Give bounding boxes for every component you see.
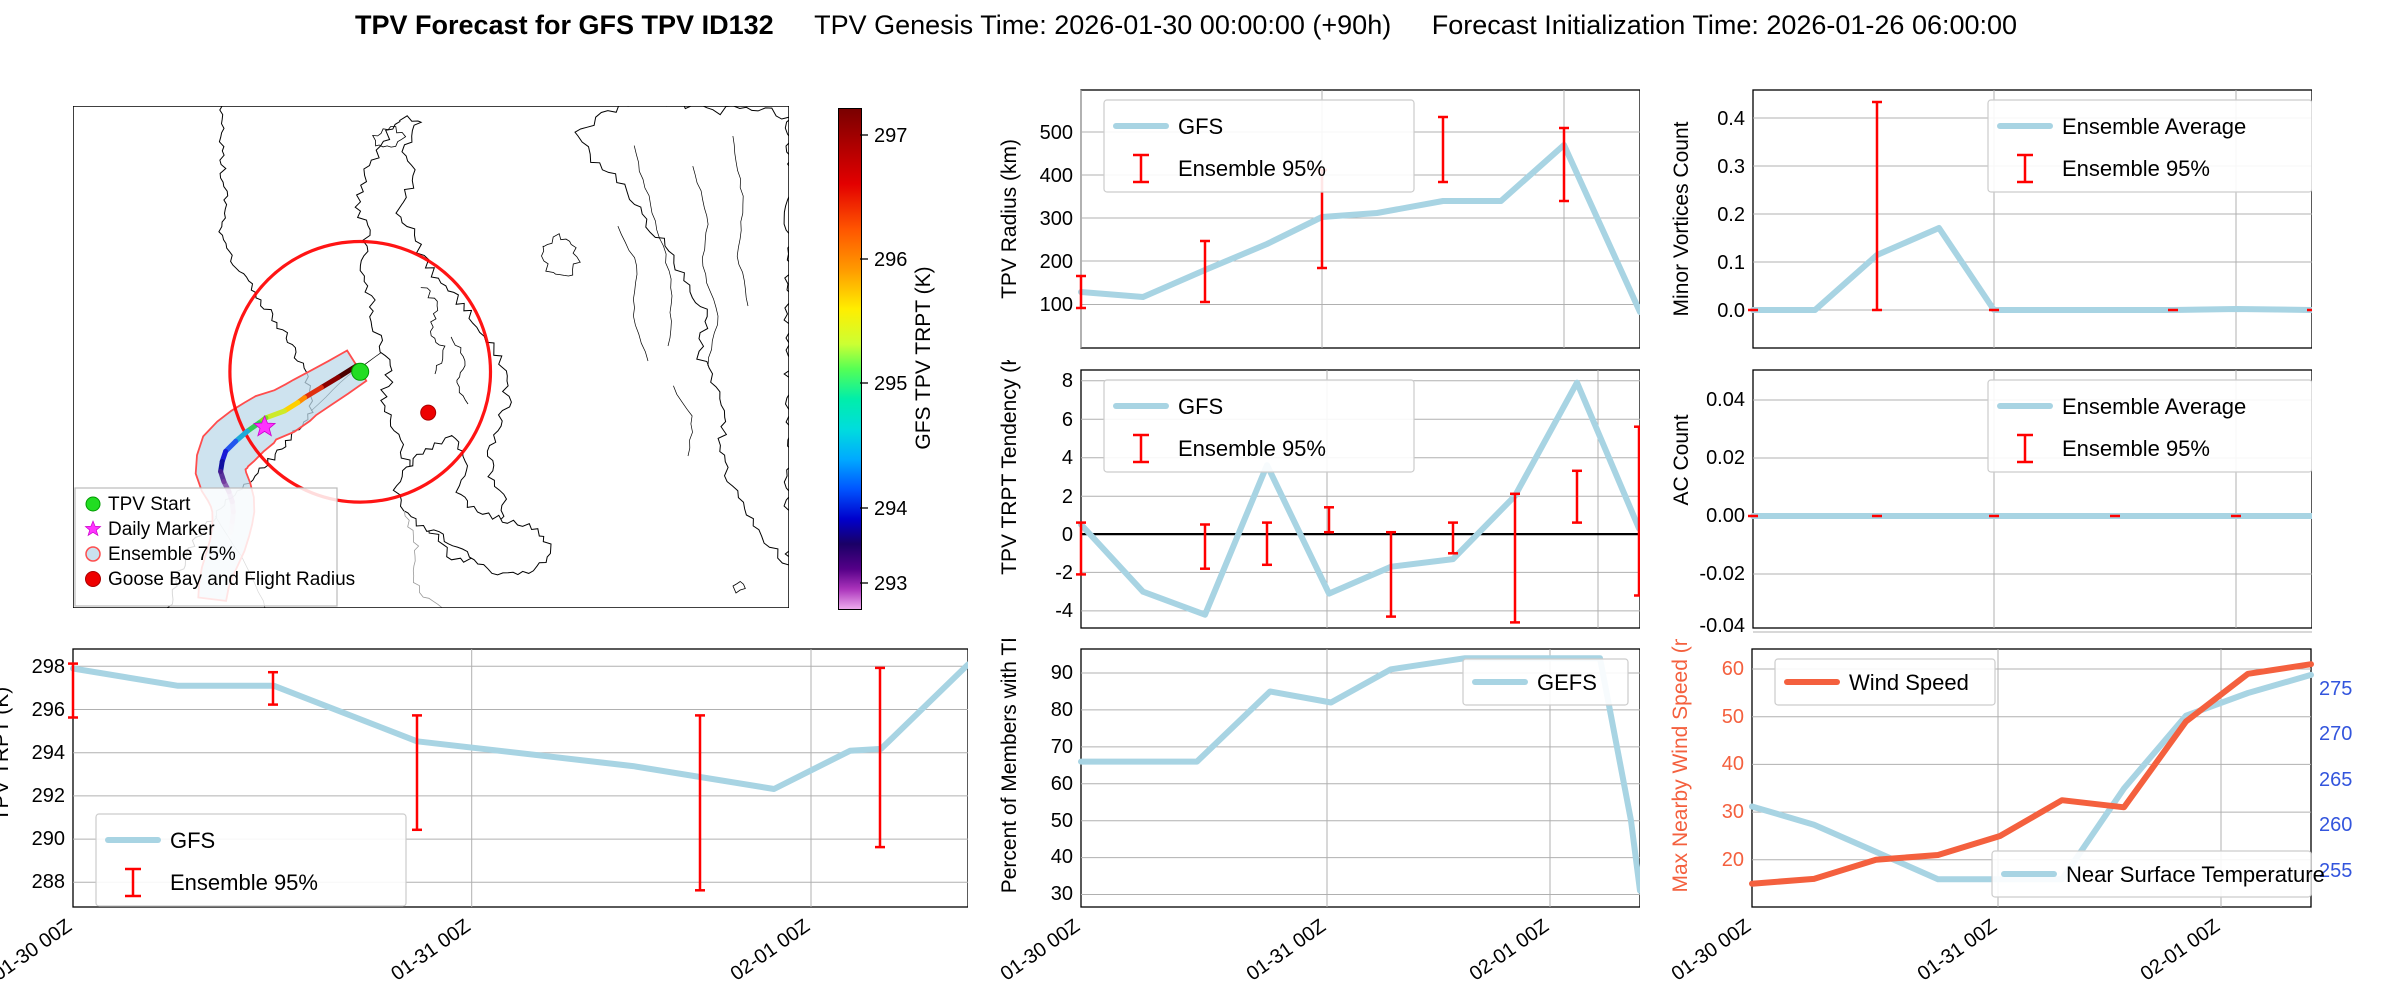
svg-text:0.1: 0.1 [1717, 252, 1745, 274]
svg-text:4: 4 [1062, 447, 1073, 469]
svg-text:Ensemble 95%: Ensemble 95% [2062, 156, 2210, 181]
svg-text:500: 500 [1040, 122, 1073, 144]
svg-text:Wind Speed: Wind Speed [1849, 670, 1969, 695]
svg-text:AC Count: AC Count [1670, 414, 1693, 505]
svg-text:Percent of Members with TPV: Percent of Members with TPV [998, 639, 1021, 893]
svg-text:260: 260 [2319, 814, 2352, 836]
svg-text:275: 275 [2319, 678, 2352, 700]
svg-text:6: 6 [1062, 409, 1073, 431]
svg-text:GFS: GFS [1178, 114, 1223, 139]
svg-text:0.04: 0.04 [1706, 389, 1745, 411]
svg-text:0.4: 0.4 [1717, 108, 1745, 130]
svg-text:295: 295 [874, 373, 907, 395]
svg-text:298: 298 [32, 656, 65, 678]
svg-text:0: 0 [1062, 524, 1073, 546]
svg-text:60: 60 [1722, 658, 1744, 680]
svg-text:Ensemble Average: Ensemble Average [2062, 114, 2246, 139]
svg-text:02-01 00Z: 02-01 00Z [727, 915, 814, 982]
svg-text:02-01 00Z: 02-01 00Z [1466, 915, 1553, 982]
svg-text:294: 294 [874, 498, 907, 520]
svg-text:20: 20 [1722, 849, 1744, 871]
svg-text:80: 80 [1051, 699, 1073, 721]
svg-text:297: 297 [874, 125, 907, 147]
svg-text:50: 50 [1722, 706, 1744, 728]
svg-text:265: 265 [2319, 769, 2352, 791]
svg-text:294: 294 [32, 742, 65, 764]
svg-text:290: 290 [32, 828, 65, 850]
svg-text:Ensemble 95%: Ensemble 95% [2062, 436, 2210, 461]
svg-text:0.3: 0.3 [1717, 156, 1745, 178]
svg-text:01-31 00Z: 01-31 00Z [387, 915, 474, 982]
svg-text:Ensemble Average: Ensemble Average [2062, 394, 2246, 419]
svg-text:TPV TRPT Tendency (K/day): TPV TRPT Tendency (K/day) [998, 360, 1021, 575]
svg-text:2: 2 [1062, 486, 1073, 508]
svg-text:40: 40 [1051, 846, 1073, 868]
svg-text:-4: -4 [1055, 600, 1073, 622]
svg-text:02-01 00Z: 02-01 00Z [2137, 915, 2224, 982]
svg-text:GFS: GFS [170, 828, 215, 853]
svg-text:50: 50 [1051, 810, 1073, 832]
svg-text:Ensemble 75%: Ensemble 75% [108, 544, 236, 565]
svg-text:GFS: GFS [1178, 394, 1223, 419]
svg-text:Max Nearby Wind Speed (m/s): Max Nearby Wind Speed (m/s) [1669, 639, 1692, 893]
svg-text:TPV Radius (km): TPV Radius (km) [998, 139, 1021, 299]
svg-text:296: 296 [32, 699, 65, 721]
svg-text:0.00: 0.00 [1706, 505, 1745, 527]
svg-text:0.2: 0.2 [1717, 204, 1745, 226]
svg-text:01-30 00Z: 01-30 00Z [997, 915, 1084, 982]
svg-text:01-31 00Z: 01-31 00Z [1914, 915, 2001, 982]
svg-text:Ensemble 95%: Ensemble 95% [170, 870, 318, 895]
svg-text:Minor Vortices Count: Minor Vortices Count [1670, 121, 1693, 316]
svg-text:300: 300 [1040, 208, 1073, 230]
svg-text:40: 40 [1722, 753, 1744, 775]
svg-text:70: 70 [1051, 736, 1073, 758]
svg-text:-2: -2 [1055, 562, 1073, 584]
svg-text:8: 8 [1062, 370, 1073, 392]
svg-text:292: 292 [32, 785, 65, 807]
svg-text:270: 270 [2319, 723, 2352, 745]
svg-text:01-31 00Z: 01-31 00Z [1243, 915, 1330, 982]
svg-text:Goose Bay and Flight Radius: Goose Bay and Flight Radius [108, 569, 355, 590]
svg-text:90: 90 [1051, 662, 1073, 684]
svg-text:30: 30 [1051, 883, 1073, 905]
svg-text:296: 296 [874, 249, 907, 271]
svg-text:Daily Marker: Daily Marker [108, 519, 215, 540]
svg-text:Near Surface Temperature: Near Surface Temperature [2066, 862, 2325, 887]
svg-text:-0.04: -0.04 [1699, 615, 1745, 637]
svg-text:Ensemble 95%: Ensemble 95% [1178, 436, 1326, 461]
svg-text:293: 293 [874, 573, 907, 595]
svg-text:-0.02: -0.02 [1699, 563, 1745, 585]
svg-text:01-30 00Z: 01-30 00Z [1668, 915, 1755, 982]
svg-text:TPV Start: TPV Start [108, 494, 191, 515]
svg-text:30: 30 [1722, 801, 1744, 823]
svg-text:60: 60 [1051, 773, 1073, 795]
svg-text:GFS TPV TRPT (K): GFS TPV TRPT (K) [912, 266, 935, 449]
svg-text:200: 200 [1040, 251, 1073, 273]
svg-text:0.0: 0.0 [1717, 300, 1745, 322]
svg-text:01-30 00Z: 01-30 00Z [0, 915, 76, 982]
svg-text:400: 400 [1040, 165, 1073, 187]
svg-text:TPV TRPT (K): TPV TRPT (K) [0, 687, 13, 822]
svg-text:288: 288 [32, 871, 65, 893]
svg-text:0.02: 0.02 [1706, 447, 1745, 469]
svg-text:Ensemble 95%: Ensemble 95% [1178, 156, 1326, 181]
svg-text:100: 100 [1040, 294, 1073, 316]
